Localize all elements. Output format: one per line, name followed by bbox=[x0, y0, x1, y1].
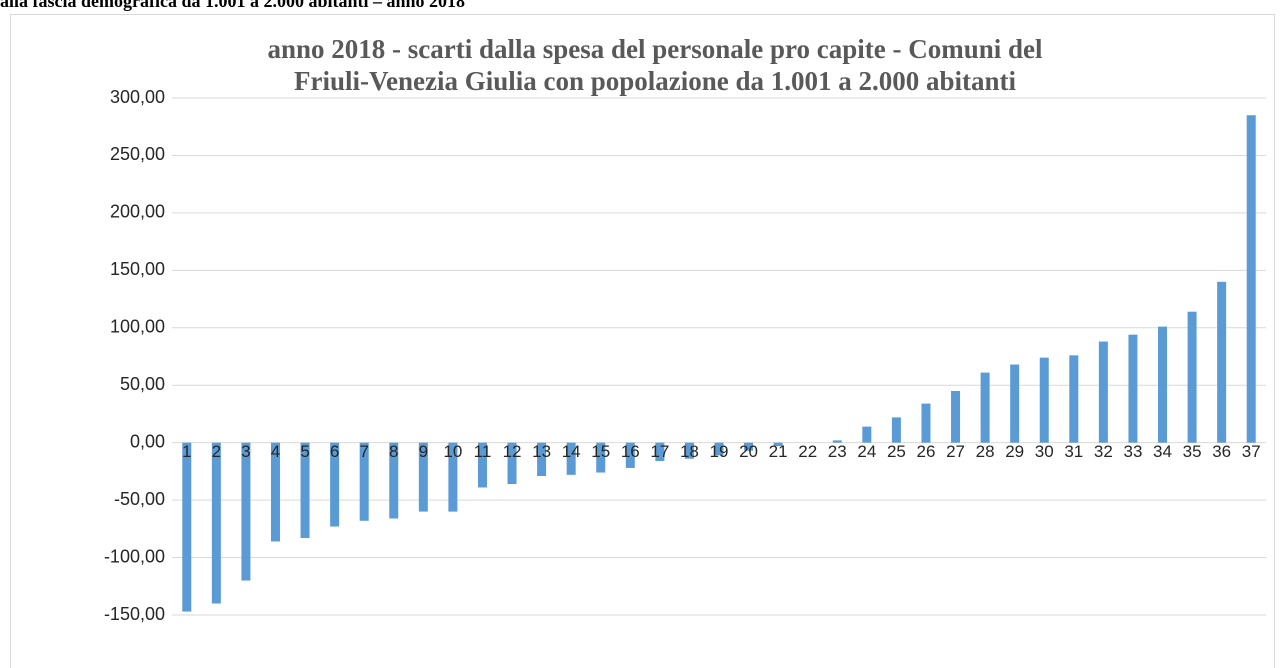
bar bbox=[1246, 115, 1256, 443]
x-tick-label: 6 bbox=[330, 442, 339, 461]
bar bbox=[1187, 311, 1197, 443]
bar bbox=[537, 442, 547, 476]
x-tick-label: 32 bbox=[1094, 442, 1113, 461]
bar bbox=[625, 442, 635, 468]
bar bbox=[951, 390, 961, 443]
bar bbox=[596, 442, 606, 473]
bar bbox=[832, 440, 842, 443]
x-tick-label: 21 bbox=[769, 442, 788, 461]
bar bbox=[1098, 341, 1108, 443]
x-tick-label: 27 bbox=[946, 442, 965, 461]
x-tick-label: 12 bbox=[503, 442, 522, 461]
x-tick-label: 1 bbox=[182, 442, 191, 461]
chart-border bbox=[10, 14, 1275, 668]
bar bbox=[684, 442, 694, 459]
bar bbox=[182, 442, 192, 612]
y-tick-label: 100,00 bbox=[110, 317, 165, 337]
bar bbox=[773, 442, 783, 447]
x-tick-label: 31 bbox=[1064, 442, 1083, 461]
x-tick-label: 16 bbox=[621, 442, 640, 461]
bar bbox=[330, 442, 340, 527]
y-tick-label: -150,00 bbox=[104, 604, 165, 624]
bar bbox=[477, 442, 487, 488]
bar bbox=[714, 442, 724, 456]
x-tick-label: 18 bbox=[680, 442, 699, 461]
bar bbox=[655, 442, 665, 462]
y-tick-label: -50,00 bbox=[114, 489, 165, 509]
y-tick-label: 50,00 bbox=[120, 374, 165, 394]
chart-title: anno 2018 - scarti dalla spesa del perso… bbox=[267, 34, 1043, 64]
x-tick-label: 30 bbox=[1035, 442, 1054, 461]
x-tick-label: 22 bbox=[798, 442, 817, 461]
y-tick-label: 250,00 bbox=[110, 144, 165, 164]
heading: alla fascia demografica da 1.001 a 2.000… bbox=[0, 0, 465, 11]
y-tick-label: -100,00 bbox=[104, 546, 165, 566]
x-tick-label: 34 bbox=[1153, 442, 1172, 461]
x-tick-label: 14 bbox=[562, 442, 581, 461]
bar bbox=[744, 442, 754, 451]
x-tick-label: 13 bbox=[532, 442, 551, 461]
x-tick-label: 19 bbox=[710, 442, 729, 461]
y-tick-label: 0,00 bbox=[130, 431, 165, 451]
x-tick-label: 15 bbox=[591, 442, 610, 461]
y-tick-label: 200,00 bbox=[110, 202, 165, 222]
x-tick-label: 33 bbox=[1123, 442, 1142, 461]
bar bbox=[1158, 326, 1168, 443]
bar bbox=[418, 442, 428, 512]
x-tick-label: 28 bbox=[976, 442, 995, 461]
x-tick-label: 24 bbox=[857, 442, 876, 461]
bar bbox=[1217, 281, 1227, 443]
bar bbox=[448, 442, 458, 512]
bar bbox=[891, 417, 901, 443]
bar bbox=[1069, 355, 1079, 443]
x-tick-label: 26 bbox=[917, 442, 936, 461]
bar bbox=[862, 426, 872, 443]
y-tick-label: 150,00 bbox=[110, 259, 165, 279]
x-tick-label: 8 bbox=[389, 442, 398, 461]
bar bbox=[359, 442, 369, 521]
x-tick-label: 23 bbox=[828, 442, 847, 461]
x-tick-label: 3 bbox=[241, 442, 250, 461]
bar bbox=[300, 442, 310, 539]
bar bbox=[1010, 364, 1020, 443]
bar bbox=[921, 403, 931, 443]
x-tick-label: 10 bbox=[443, 442, 462, 461]
x-tick-label: 9 bbox=[419, 442, 428, 461]
x-tick-label: 37 bbox=[1242, 442, 1261, 461]
bar bbox=[507, 442, 517, 485]
bar bbox=[241, 442, 251, 581]
x-tick-label: 36 bbox=[1212, 442, 1231, 461]
bar bbox=[1128, 334, 1138, 443]
x-tick-label: 25 bbox=[887, 442, 906, 461]
bar bbox=[270, 442, 280, 542]
bar bbox=[566, 442, 576, 475]
x-tick-label: 7 bbox=[359, 442, 368, 461]
x-tick-label: 17 bbox=[650, 442, 669, 461]
x-tick-label: 35 bbox=[1183, 442, 1202, 461]
bar bbox=[980, 372, 990, 443]
x-tick-label: 2 bbox=[212, 442, 221, 461]
bar bbox=[1039, 357, 1049, 443]
x-tick-label: 5 bbox=[300, 442, 309, 461]
y-tick-label: 300,00 bbox=[110, 87, 165, 107]
x-tick-label: 4 bbox=[271, 442, 280, 461]
bar bbox=[389, 442, 399, 519]
bar bbox=[211, 442, 221, 604]
chart-title: Friuli-Venezia Giulia con popolazione da… bbox=[294, 66, 1017, 96]
x-tick-label: 29 bbox=[1005, 442, 1024, 461]
x-tick-label: 11 bbox=[474, 442, 492, 461]
x-tick-label: 20 bbox=[739, 442, 758, 461]
